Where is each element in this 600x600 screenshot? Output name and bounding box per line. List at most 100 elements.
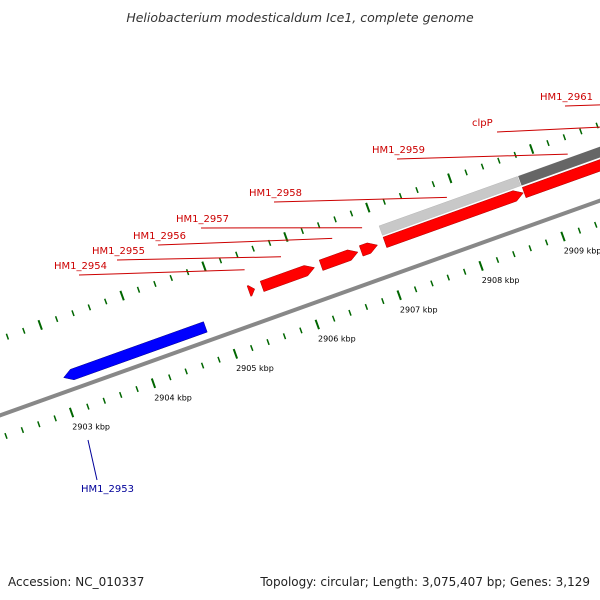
tick-mark	[37, 319, 43, 331]
tick-mark	[218, 257, 223, 264]
tick-mark	[447, 173, 453, 184]
tick-mark	[396, 290, 402, 301]
gene-arrow-hm1-2954	[246, 285, 256, 297]
genome-summary-text: Topology: circular; Length: 3,075,407 bp…	[259, 575, 590, 589]
gene-label-hm1-2954: HM1_2954	[54, 261, 107, 272]
tick-mark	[200, 362, 205, 369]
tick-mark	[22, 327, 26, 334]
tick-mark	[546, 140, 550, 147]
gene-arrow-hm1-2957	[358, 242, 378, 257]
gene-label-hm1-2956: HM1_2956	[133, 231, 186, 242]
tick-mark	[513, 151, 518, 158]
tick-mark	[528, 245, 532, 252]
tick-mark	[168, 374, 172, 381]
gene-arrow-hm1-2958	[382, 190, 524, 248]
gene-label-hm1-2955: HM1_2955	[92, 246, 145, 257]
tick-mark	[529, 143, 535, 155]
tick-mark	[464, 169, 468, 176]
tick-mark	[431, 181, 436, 188]
leader-line-clpp	[496, 126, 600, 133]
tick-mark	[462, 268, 467, 275]
tick-mark	[430, 280, 434, 287]
tick-mark	[398, 192, 403, 199]
tick-mark	[299, 327, 303, 334]
tick-mark	[364, 303, 369, 310]
tick-mark	[20, 427, 25, 434]
tick-mark	[68, 407, 75, 418]
tick-mark	[480, 163, 485, 170]
tick-mark	[560, 231, 566, 242]
tick-mark	[495, 256, 500, 264]
gene-labels: HM1_2954 HM1_2955 HM1_2956 HM1_2957 HM1_2958…	[54, 92, 600, 495]
gene-arrow-hm1-2953	[63, 321, 208, 381]
tick-mark	[86, 403, 90, 410]
gene-label-hm1-2958: HM1_2958	[249, 188, 302, 199]
tick-mark	[365, 202, 371, 213]
tick-mark	[282, 333, 287, 340]
tick-mark	[102, 397, 107, 404]
scale-label: 2907 kbp	[400, 305, 438, 314]
tick-mark	[54, 316, 59, 323]
scale-label: 2905 kbp	[236, 364, 274, 373]
tick-mark	[300, 228, 305, 235]
tick-mark	[5, 333, 10, 340]
tick-mark	[446, 274, 451, 281]
leader-line-hm1-2959	[396, 153, 568, 160]
tick-mark	[251, 245, 255, 252]
genome-backbone-track	[0, 198, 600, 418]
map-title: Heliobacterium modesticaldum Ice1, compl…	[126, 10, 474, 25]
tick-mark	[217, 356, 221, 363]
tick-mark	[349, 210, 354, 217]
scale-label: 2906 kbp	[318, 335, 356, 344]
tick-mark	[201, 261, 207, 272]
feature-bar	[378, 176, 522, 236]
gene-arrow-hm1-2956	[318, 249, 359, 271]
tick-mark	[232, 348, 239, 359]
tick-mark	[382, 198, 386, 205]
tick-mark	[478, 260, 484, 271]
tick-mark	[103, 298, 108, 305]
tick-mark	[4, 432, 8, 440]
tick-mark	[71, 310, 75, 317]
gene-label-hm1-2959: HM1_2959	[372, 145, 425, 156]
tick-mark	[579, 128, 583, 135]
gene-label-hm1-2953: HM1_2953	[81, 484, 134, 495]
tick-mark	[150, 378, 157, 389]
tick-mark	[266, 339, 270, 346]
tick-mark	[562, 134, 567, 141]
feature-track	[378, 146, 600, 236]
tick-mark	[333, 216, 337, 223]
tick-mark	[413, 286, 418, 293]
leader-line-hm1-2953	[87, 439, 98, 481]
accession-text: Accession: NC_010337	[8, 575, 144, 589]
scale-labels: 2903 kbp 2904 kbp 2905 kbp 2906 kbp 2907 kbp…	[72, 247, 600, 432]
tick-mark	[381, 297, 385, 305]
leader-line-hm1-2961	[564, 104, 600, 107]
tick-mark	[169, 274, 174, 282]
tick-mark	[316, 222, 321, 229]
tick-mark	[153, 280, 157, 287]
tick-mark	[415, 186, 419, 194]
leader-line-hm1-2958	[273, 196, 447, 203]
tick-mark	[249, 344, 254, 352]
leader-line-hm1-2956	[157, 237, 333, 246]
tick-mark	[135, 385, 139, 393]
leader-line-hm1-2955	[116, 256, 282, 261]
tick-mark	[235, 251, 239, 258]
tick-mark	[544, 239, 549, 246]
tick-mark	[512, 251, 516, 258]
tick-mark	[348, 309, 352, 316]
tick-mark	[185, 269, 190, 276]
tick-mark	[53, 415, 57, 422]
tick-mark	[136, 286, 141, 293]
gene-arrow-hm1-2955	[259, 265, 315, 292]
scale-label: 2909 kbp	[564, 247, 600, 256]
tick-mark	[497, 157, 501, 164]
tick-mark	[577, 227, 582, 234]
tick-mark	[184, 368, 188, 375]
gene-label-hm1-2961: HM1_2961	[540, 92, 593, 103]
tick-mark	[37, 421, 41, 428]
tick-mark	[119, 290, 125, 301]
tick-mark	[118, 391, 123, 398]
